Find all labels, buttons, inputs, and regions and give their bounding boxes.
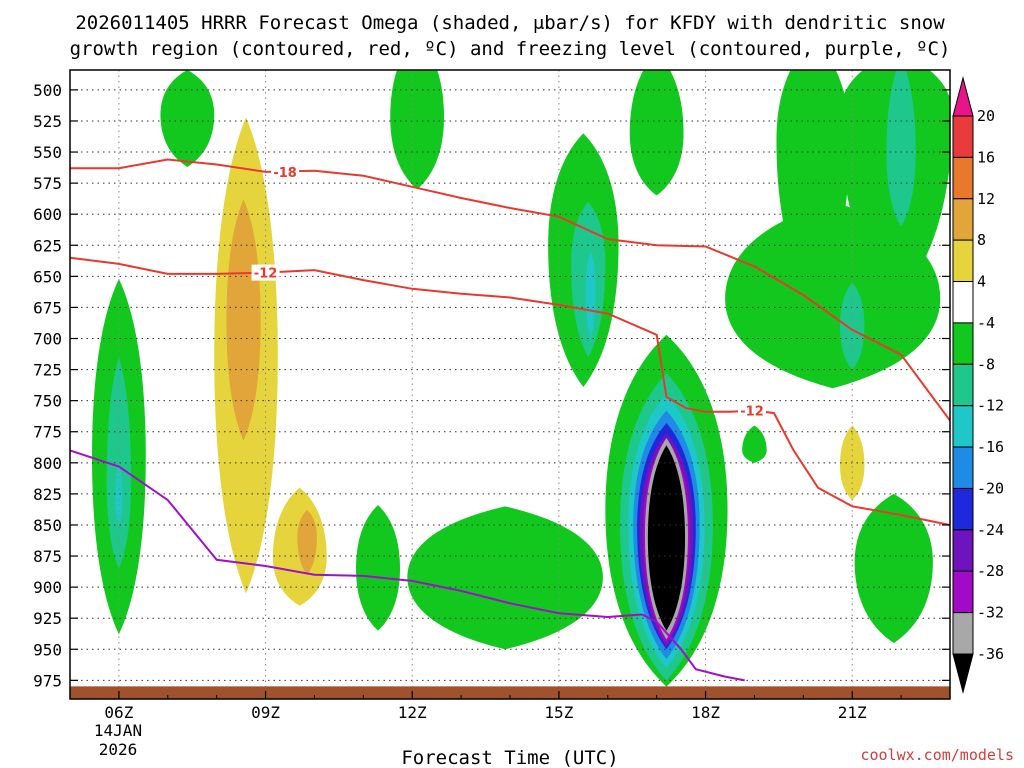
omega-region-5 <box>160 70 215 167</box>
colorbar-box-6 <box>952 322 974 365</box>
colorbar-box-3 <box>952 198 974 241</box>
colorbar-box-10 <box>952 487 974 531</box>
colorbar: 20 16 12 8 4 -4 -8 -12 -16 -20 -24 -28 -32 -36 <box>952 76 1004 694</box>
colorbar-box-11 <box>952 529 974 572</box>
colorbar-label: -4 <box>977 314 995 332</box>
colorbar-label: -28 <box>977 562 1004 580</box>
colorbar-label: 4 <box>977 273 986 291</box>
omega-region-24 <box>742 425 767 463</box>
y-tick-label: 750 <box>33 392 62 411</box>
omega-region-6 <box>390 70 444 190</box>
isotherm-label-bg <box>251 264 280 281</box>
y-tick-label: 900 <box>33 578 62 597</box>
y-tick-label: 800 <box>33 454 62 473</box>
y-tick-label: 725 <box>33 361 62 380</box>
omega-region-8 <box>297 510 317 575</box>
y-tick-label: 925 <box>33 609 62 628</box>
y-tick-label: 825 <box>33 485 62 504</box>
y-tick-label: 625 <box>33 236 62 255</box>
y-tick-label: 650 <box>33 267 62 286</box>
isotherm-label-bg <box>738 402 766 419</box>
freezing-level <box>70 449 745 682</box>
x-axis: 06Z 09Z 12Z 15Z 18Z 21Z <box>104 691 902 722</box>
omega-region-9 <box>356 505 400 631</box>
colorbar-label: -12 <box>977 397 1004 415</box>
omega-region-31 <box>854 493 933 644</box>
omega-region-1 <box>106 357 132 569</box>
colorbar-box-13 <box>952 612 974 655</box>
x-tick-label: 09Z <box>251 703 280 722</box>
y-tick-label: 950 <box>33 640 62 659</box>
omega-region-29 <box>840 282 865 370</box>
colorbar-label: -8 <box>977 355 995 373</box>
omega-region-4 <box>226 199 261 441</box>
isotherm-label-1-1: -12 <box>740 405 764 420</box>
colorbar-label: -24 <box>977 521 1004 539</box>
plot-area <box>70 70 950 699</box>
omega-region-23 <box>647 445 686 631</box>
omega-shading <box>92 70 950 687</box>
colorbar-label: -36 <box>977 645 1004 663</box>
colorbar-label: -32 <box>977 604 1004 622</box>
omega-region-27 <box>886 70 916 227</box>
freezing-level-line <box>70 449 745 682</box>
y-axis: 500 525 550 575 600 625 650 675 700 725 750 775 800 8… <box>33 81 950 690</box>
colorbar-label: -16 <box>977 438 1004 456</box>
x-date-line1: 14JAN <box>94 721 142 740</box>
chart-title-line1: 2026011405 HRRR Forecast Omega (shaded, … <box>75 12 945 34</box>
y-tick-label: 775 <box>33 423 62 442</box>
colorbar-label: 20 <box>977 107 995 125</box>
colorbar-box-4 <box>952 239 974 283</box>
grid-lines <box>70 70 950 699</box>
credit-text: coolwx.com/models <box>860 746 1014 764</box>
x-date-line2: 2026 <box>99 740 138 759</box>
isotherm-labels: -18 -12 -12 <box>251 163 766 420</box>
omega-region-14 <box>629 70 684 196</box>
colorbar-box-8 <box>952 405 974 448</box>
omega-region-28 <box>725 201 941 389</box>
y-tick-label: 550 <box>33 143 62 162</box>
isotherm-label-bg <box>271 163 300 180</box>
omega-region-13 <box>585 251 596 339</box>
colorbar-label: 12 <box>977 190 995 208</box>
x-tick-label: 15Z <box>544 703 573 722</box>
x-tick-label: 12Z <box>398 703 427 722</box>
colorbar-label: -20 <box>977 479 1004 497</box>
colorbar-box-5 <box>952 281 974 324</box>
isotherm-label-1-0: -12 <box>254 267 278 282</box>
x-axis-title: Forecast Time (UTC) <box>401 747 618 768</box>
isotherm-label-0-0: -18 <box>273 166 297 181</box>
ground-surface <box>70 686 950 699</box>
y-tick-label: 600 <box>33 205 62 224</box>
colorbar-bottom-arrow <box>952 653 974 694</box>
colorbar-box-2 <box>952 156 974 200</box>
colorbar-box-7 <box>952 363 974 407</box>
colorbar-box-9 <box>952 446 974 489</box>
y-tick-label: 975 <box>33 671 62 690</box>
chart-title-line2: growth region (contoured, red, ºC) and f… <box>70 38 951 60</box>
x-tick-label: 18Z <box>691 703 720 722</box>
y-tick-label: 575 <box>33 174 62 193</box>
y-tick-label: 700 <box>33 330 62 349</box>
y-tick-label: 675 <box>33 298 62 317</box>
colorbar-box-1 <box>952 115 974 158</box>
colorbar-box-12 <box>952 570 974 614</box>
colorbar-label: 16 <box>977 148 995 166</box>
y-tick-label: 850 <box>33 516 62 535</box>
y-tick-label: 500 <box>33 81 62 100</box>
y-tick-label: 525 <box>33 112 62 131</box>
colorbar-label: 8 <box>977 231 986 249</box>
isotherm-line-0 <box>70 158 950 422</box>
y-tick-label: 875 <box>33 547 62 566</box>
x-tick-label: 06Z <box>104 703 133 722</box>
x-tick-label: 21Z <box>838 703 867 722</box>
omega-region-10 <box>407 506 603 650</box>
